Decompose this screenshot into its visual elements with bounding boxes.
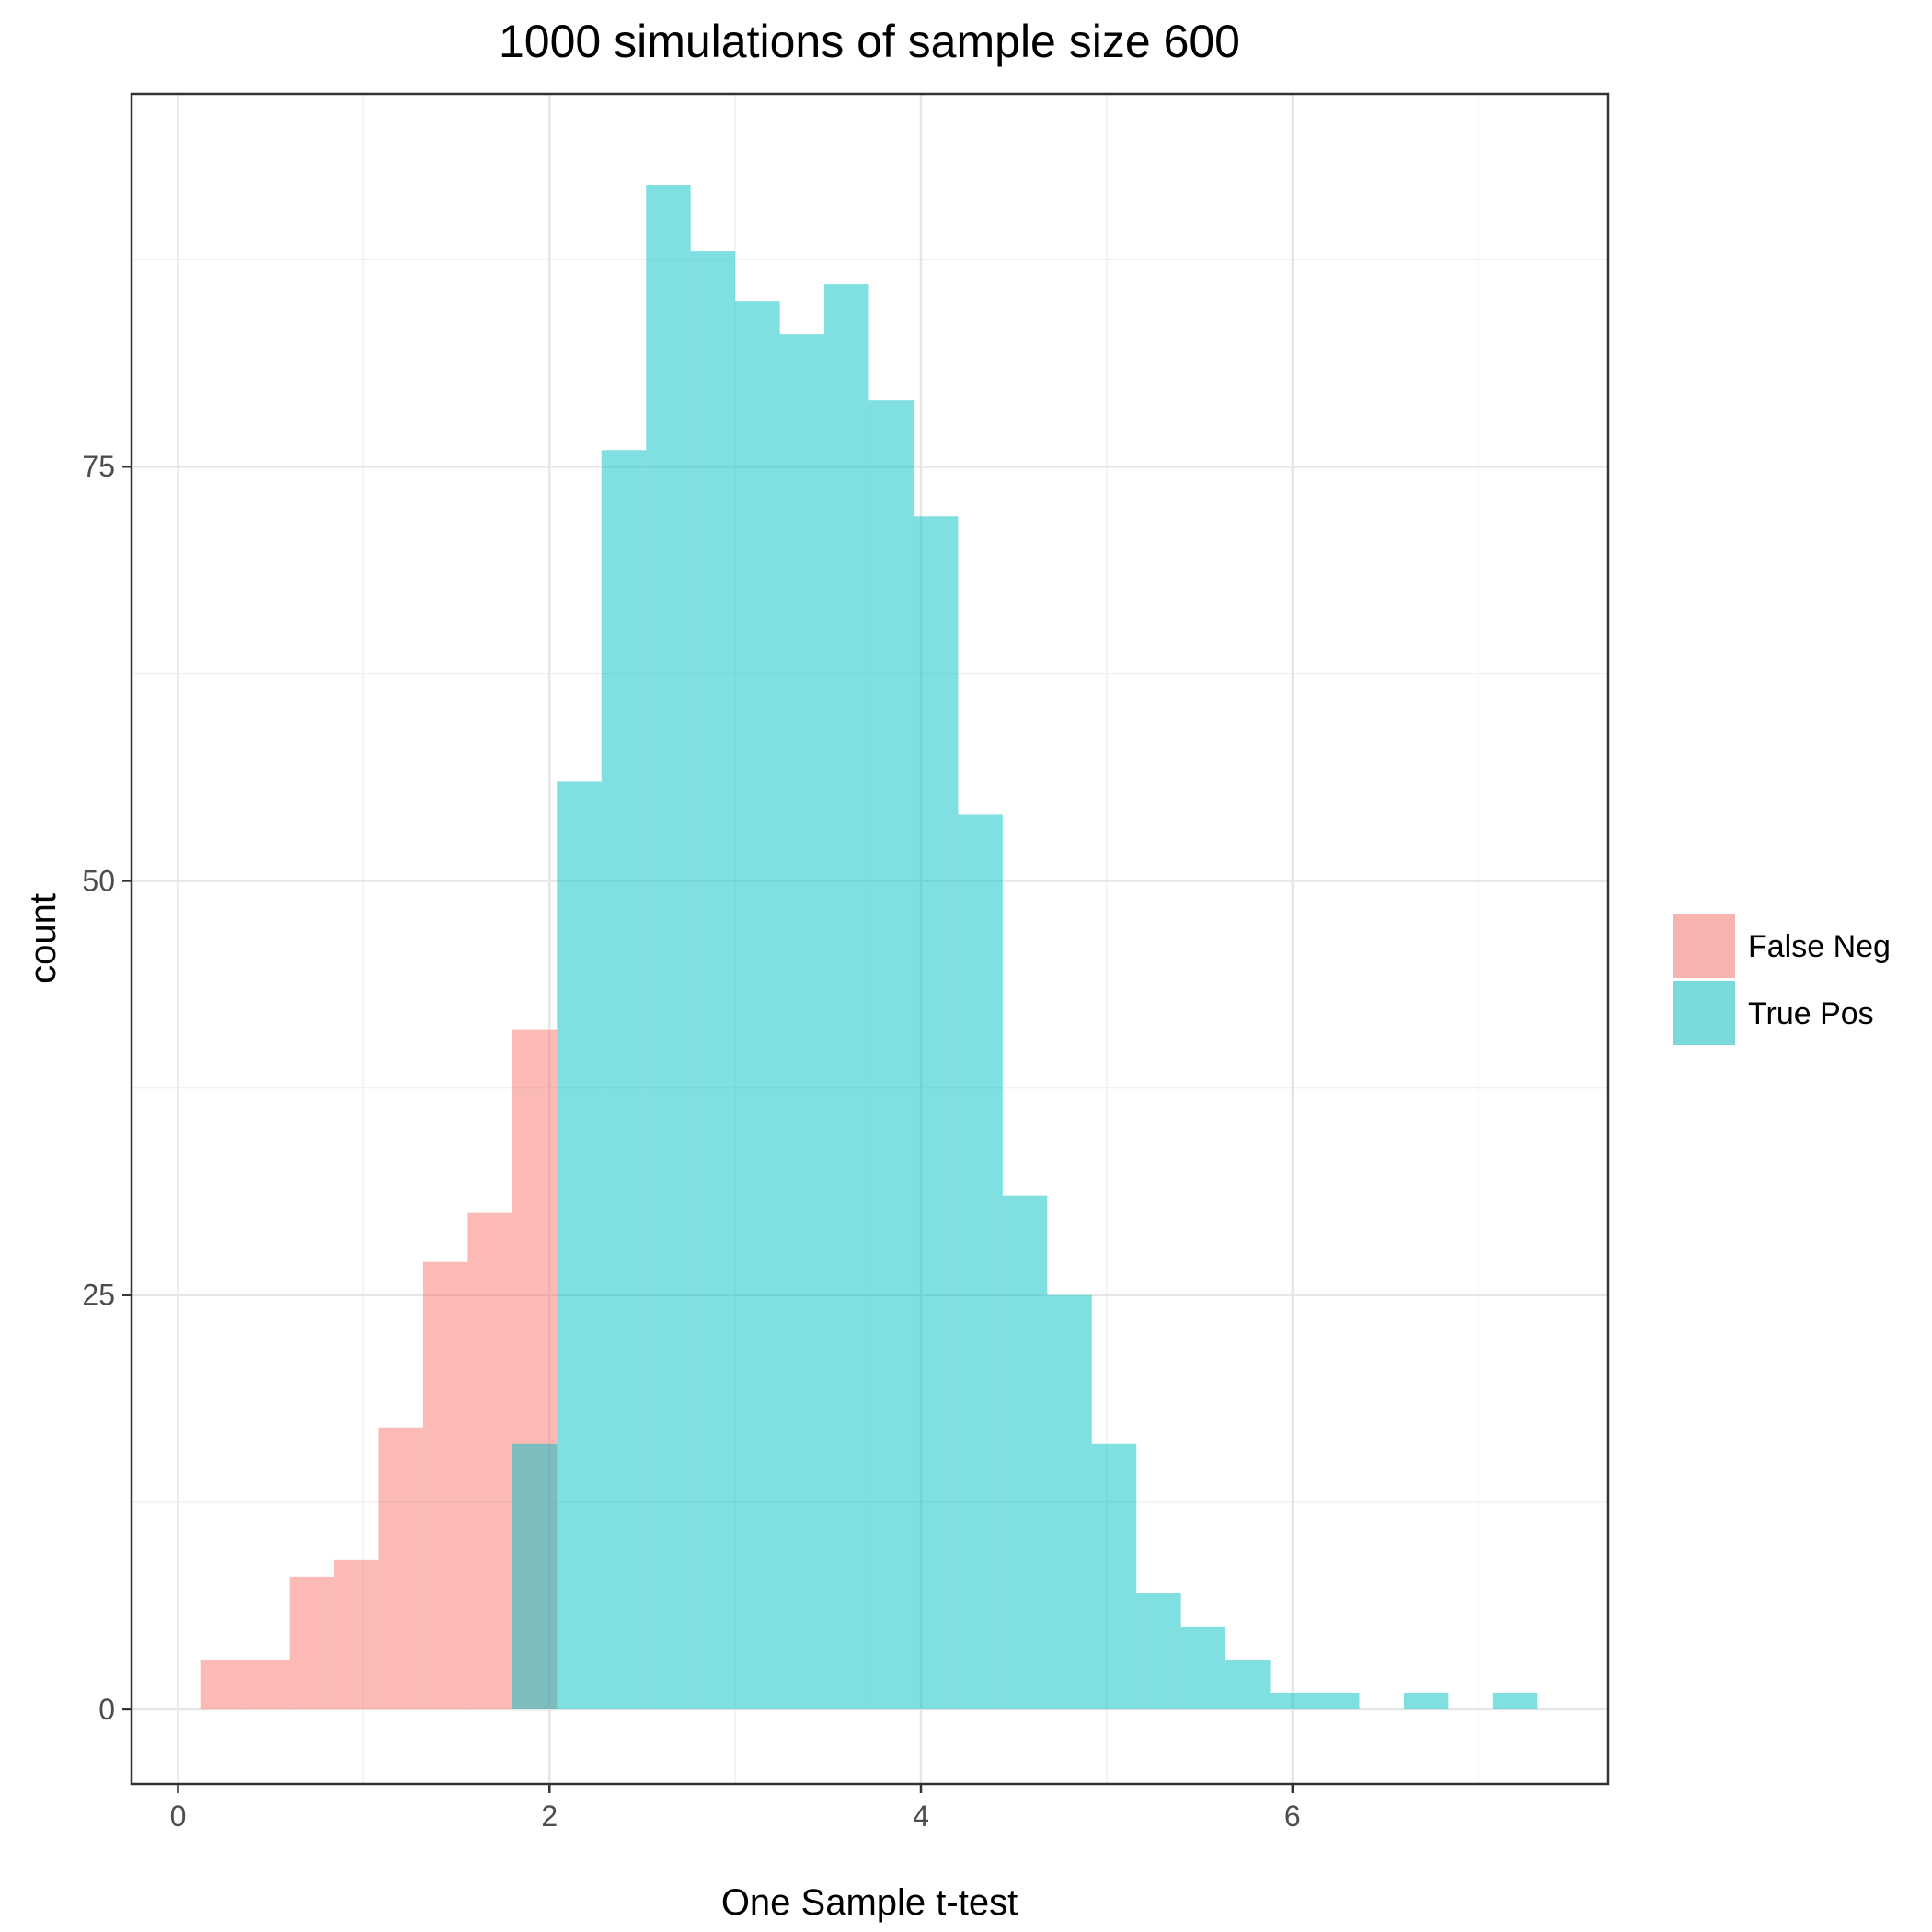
- legend-label: True Pos: [1748, 996, 1874, 1031]
- histogram-bar: [1047, 1294, 1092, 1709]
- histogram-bar: [1002, 1195, 1048, 1709]
- histogram-bar: [824, 284, 869, 1709]
- x-tick-label: 6: [1284, 1800, 1301, 1833]
- y-tick-label: 0: [98, 1693, 115, 1726]
- histogram-bar: [868, 400, 914, 1709]
- histogram-bar: [245, 1659, 290, 1709]
- chart-title: 1000 simulations of sample size 600: [499, 16, 1240, 67]
- x-tick-label: 0: [170, 1800, 187, 1833]
- histogram-bar: [601, 450, 647, 1709]
- histogram-bar: [1492, 1692, 1538, 1709]
- histogram-bar: [289, 1576, 335, 1709]
- histogram-bar: [958, 814, 1003, 1709]
- histogram-bar: [1091, 1443, 1137, 1709]
- histogram-bar: [913, 516, 959, 1709]
- y-tick-label: 75: [82, 450, 115, 483]
- histogram-bar: [557, 781, 602, 1709]
- histogram-bar: [467, 1212, 512, 1709]
- histogram-bar: [1180, 1626, 1226, 1709]
- y-tick-label: 25: [82, 1279, 115, 1312]
- histogram-bar: [334, 1559, 379, 1709]
- histogram-bar: [779, 334, 825, 1709]
- plot-panel-border: [130, 92, 1610, 1786]
- series-true-pos: [512, 185, 1538, 1709]
- histogram-bar: [646, 185, 691, 1709]
- y-tick-label: 50: [82, 864, 115, 897]
- histogram-bar: [422, 1261, 468, 1709]
- y-axis-title: count: [23, 893, 63, 983]
- histogram-bar: [1225, 1659, 1271, 1709]
- x-tick-label: 2: [541, 1800, 558, 1833]
- x-axis-title: One Sample t-test: [721, 1882, 1018, 1923]
- histogram-bar: [1315, 1692, 1360, 1709]
- axis-ticks: 0 2 4 6 0 25 50 75: [82, 450, 1300, 1833]
- legend-key-false-neg: [1673, 914, 1735, 978]
- histogram-bar: [690, 251, 736, 1709]
- histogram-bar: [200, 1659, 246, 1709]
- histogram-bar: [512, 1443, 558, 1709]
- legend-key-true-pos: [1673, 981, 1735, 1045]
- legend: False Neg True Pos: [1673, 914, 1891, 1045]
- histogram-bar: [1136, 1593, 1181, 1709]
- histogram-bar: [1270, 1692, 1316, 1709]
- histogram-bar: [1403, 1692, 1449, 1709]
- x-tick-label: 4: [913, 1800, 929, 1833]
- histogram-bar: [735, 301, 780, 1709]
- histogram-bar: [378, 1427, 423, 1709]
- histogram-bars: [200, 185, 1538, 1709]
- legend-label: False Neg: [1748, 929, 1891, 964]
